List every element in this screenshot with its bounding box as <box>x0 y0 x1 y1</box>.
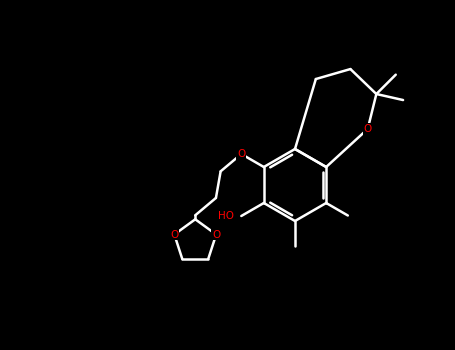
Text: O: O <box>237 149 245 159</box>
Text: O: O <box>364 124 372 134</box>
Text: O: O <box>212 230 220 239</box>
Text: O: O <box>170 230 178 239</box>
Text: HO: HO <box>218 211 234 221</box>
